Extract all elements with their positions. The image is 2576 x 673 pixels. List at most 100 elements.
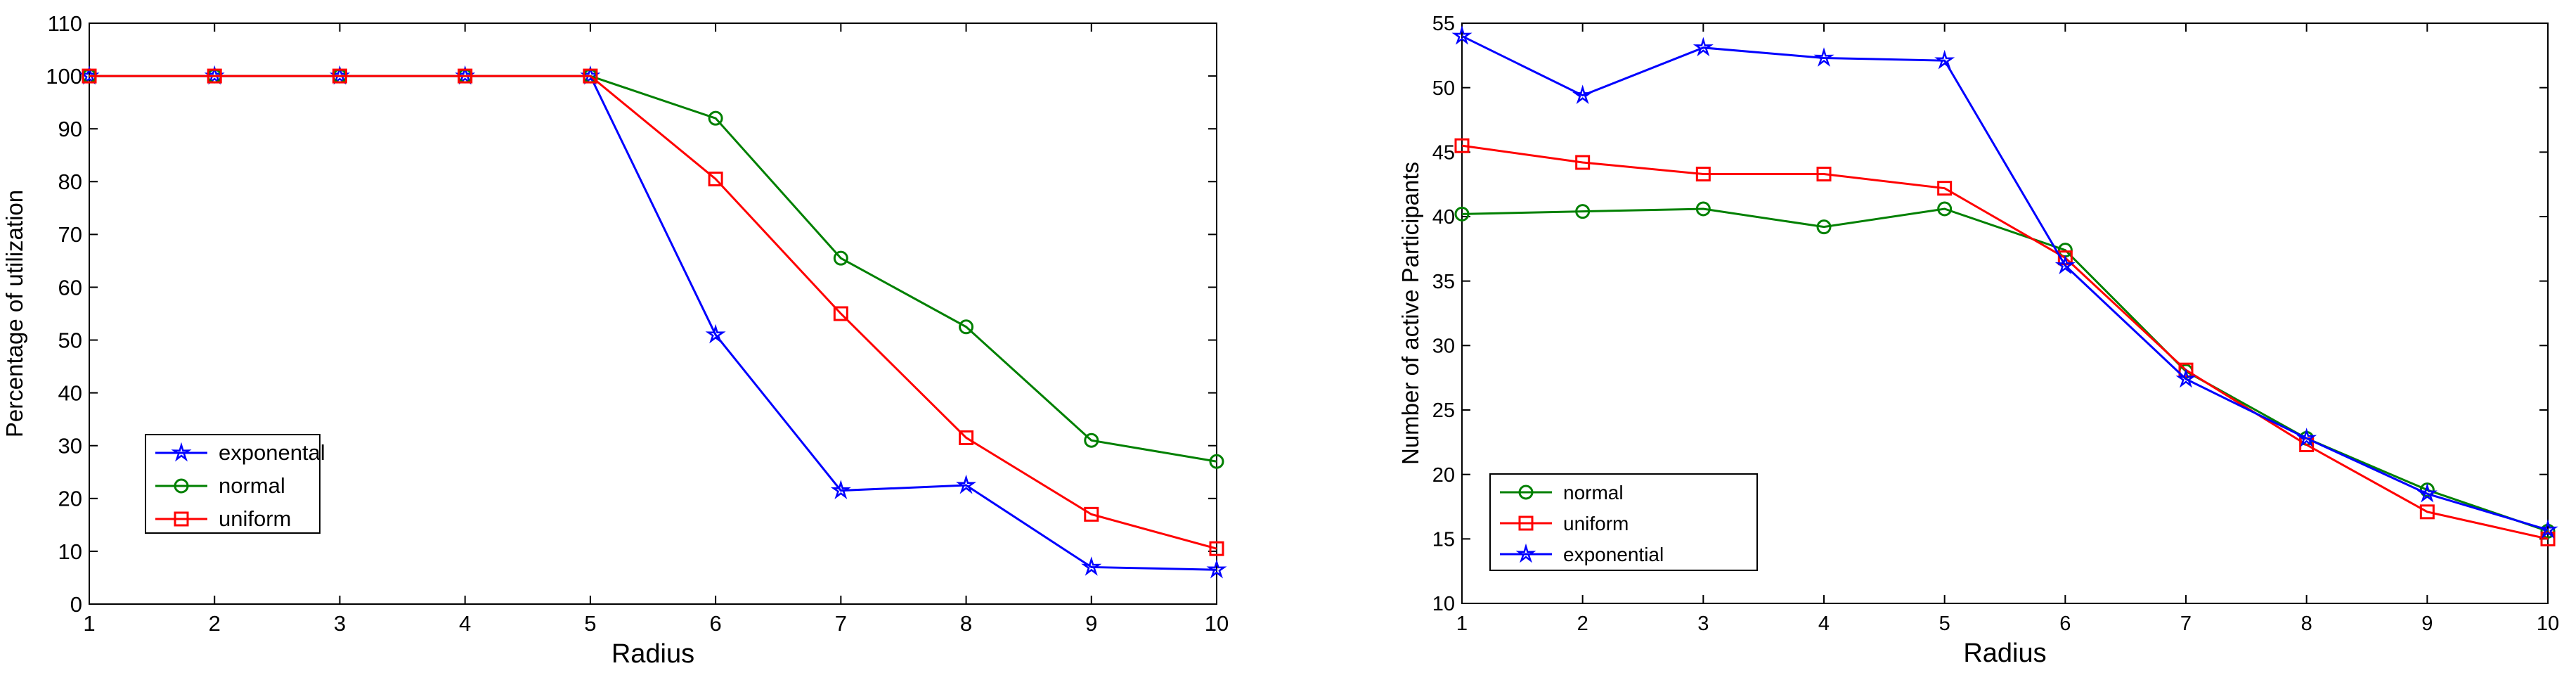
data-point-uniform — [833, 306, 848, 321]
x-tick-label: 3 — [334, 611, 346, 636]
data-point-uniform — [708, 172, 723, 187]
axes-box — [89, 23, 1217, 605]
legend-marker-exponential — [1515, 543, 1536, 563]
data-point-uniform — [1937, 181, 1953, 196]
data-point-exponential — [2054, 255, 2076, 275]
x-tick-label: 2 — [209, 611, 221, 636]
series-line-normal — [89, 75, 1217, 463]
x-tick-label: 4 — [459, 611, 471, 636]
data-point-normal — [1695, 201, 1711, 217]
data-point-normal — [833, 250, 848, 266]
x-axis-label: Radius — [1963, 639, 2046, 668]
data-point-exponental — [956, 474, 977, 494]
y-tick-label: 20 — [1432, 464, 1455, 487]
y-tick-label: 100 — [46, 64, 82, 89]
x-tick-label: 5 — [584, 611, 596, 636]
x-tick-label: 1 — [83, 611, 95, 636]
y-axis-label: Percentage of utilization — [1, 190, 27, 437]
y-tick-label: 50 — [1432, 77, 1455, 100]
data-point-uniform — [1209, 541, 1224, 556]
y-tick-label: 55 — [1432, 13, 1455, 35]
y-tick-label: 15 — [1432, 528, 1455, 551]
y-tick-label: 30 — [58, 434, 82, 459]
y-tick-label: 50 — [58, 328, 82, 352]
x-tick-label: 4 — [1818, 613, 1830, 635]
data-point-exponential — [2175, 368, 2196, 388]
y-axis-label: Number of active Participants — [1397, 162, 1423, 465]
y-tick-label: 20 — [58, 487, 82, 511]
data-point-uniform — [332, 68, 347, 84]
data-point-exponential — [1572, 84, 1593, 105]
legend-label-exponental: exponental — [219, 440, 325, 465]
legend-label-exponential: exponential — [1563, 544, 1664, 565]
y-tick-label: 60 — [58, 275, 82, 300]
data-point-exponental — [705, 323, 726, 344]
data-point-uniform — [583, 68, 598, 84]
legend-marker-uniform — [174, 511, 189, 527]
data-point-exponential — [2416, 482, 2438, 503]
series-line-uniform — [89, 75, 1217, 550]
legend-label-uniform: uniform — [1563, 513, 1629, 534]
data-point-uniform — [82, 68, 97, 84]
utilization-chart: 1 2 3 4 5 6 7 8 9 100102030405060708090100110Radi… — [1, 11, 1229, 669]
data-point-uniform — [2178, 362, 2194, 378]
x-tick-label: 6 — [709, 611, 721, 636]
data-point-exponential — [1813, 47, 1834, 67]
x-tick-label: 9 — [2421, 613, 2433, 635]
data-point-normal — [1209, 454, 1224, 469]
y-tick-label: 10 — [58, 539, 82, 564]
data-point-uniform — [1575, 155, 1591, 170]
data-point-uniform — [1816, 167, 1832, 181]
data-point-uniform — [1084, 506, 1099, 522]
y-tick-label: 40 — [58, 380, 82, 405]
x-tick-label: 7 — [2180, 613, 2192, 635]
y-tick-label: 25 — [1432, 399, 1455, 422]
data-point-exponental — [1206, 558, 1227, 579]
data-point-exponental — [830, 480, 851, 499]
series-line-uniform — [1461, 144, 2549, 540]
x-tick-label: 8 — [960, 611, 972, 636]
x-tick-label: 2 — [1577, 613, 1588, 635]
data-point-exponential — [2296, 428, 2317, 447]
y-tick-label: 90 — [58, 117, 82, 141]
data-point-normal — [1816, 219, 1832, 235]
x-tick-label: 1 — [1456, 613, 1468, 635]
y-tick-label: 70 — [58, 222, 82, 247]
data-point-uniform — [1695, 167, 1711, 181]
legend-marker-uniform — [1518, 515, 1534, 531]
data-point-uniform — [959, 430, 974, 445]
data-point-exponential — [1934, 49, 1955, 70]
y-tick-label: 40 — [1432, 206, 1455, 229]
y-tick-label: 80 — [58, 169, 82, 194]
x-tick-label: 3 — [1697, 613, 1709, 635]
data-point-normal — [959, 319, 974, 335]
data-point-exponential — [1692, 37, 1714, 57]
data-point-normal — [1084, 432, 1099, 448]
data-point-normal — [1575, 204, 1591, 219]
data-point-uniform — [1454, 138, 1470, 153]
x-tick-label: 7 — [835, 611, 847, 636]
data-point-uniform — [207, 68, 222, 84]
x-tick-label: 10 — [2537, 613, 2559, 635]
axes-box — [1461, 23, 2549, 604]
series-line-exponential — [1461, 34, 2549, 531]
data-point-normal — [708, 110, 723, 126]
legend-marker-exponental — [171, 442, 192, 462]
y-tick-label: 30 — [1432, 335, 1455, 357]
x-tick-label: 8 — [2301, 613, 2312, 635]
data-point-exponential — [2537, 519, 2558, 539]
legend-label-uniform: uniform — [219, 506, 291, 531]
data-point-normal — [1937, 201, 1953, 217]
legend-label-normal: normal — [1563, 482, 1624, 504]
data-point-uniform — [458, 68, 473, 84]
y-tick-label: 45 — [1432, 141, 1455, 164]
data-point-exponential — [1451, 25, 1473, 45]
x-tick-label: 6 — [2059, 613, 2071, 635]
x-axis-label: Radius — [611, 639, 694, 669]
data-point-uniform — [2419, 504, 2435, 520]
participants-chart: 1 2 3 4 5 6 7 8 9 1010152025303540455055RadiusNum… — [1397, 13, 2559, 668]
x-tick-label: 9 — [1085, 611, 1097, 636]
x-tick-label: 10 — [1205, 611, 1229, 636]
legend-marker-normal — [1518, 485, 1534, 500]
